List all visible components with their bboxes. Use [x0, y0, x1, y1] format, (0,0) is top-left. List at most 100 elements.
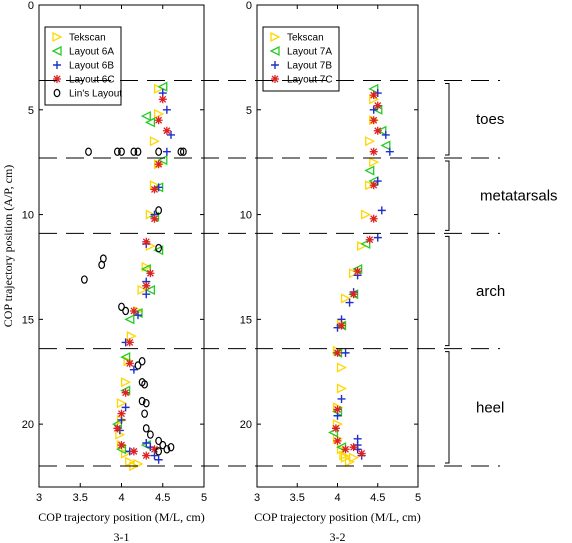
data-point: [142, 281, 151, 290]
data-point: [373, 177, 382, 186]
data-point: [377, 206, 386, 215]
data-point: [149, 136, 160, 147]
series-tekscan: [332, 94, 380, 467]
data-point: [365, 235, 374, 244]
data-point: [129, 447, 138, 456]
data-point: [368, 83, 379, 94]
series-layout-7a: [328, 83, 391, 453]
data-point: [124, 314, 135, 325]
data-point: [142, 290, 151, 299]
data-point: [179, 147, 187, 156]
data-point: [125, 338, 134, 347]
data-point: [365, 180, 376, 191]
legend-marker: [52, 31, 63, 43]
data-point: [133, 458, 144, 469]
data-point: [369, 214, 378, 223]
data-point: [163, 445, 171, 454]
data-point: [85, 147, 92, 156]
legend-marker: [269, 45, 280, 57]
y-tick-label: 0: [28, 0, 34, 12]
panel-3-1: 3 3.5 4 4.5 5 0 5 10 15 20 COP trajectory position…: [1, 0, 207, 543]
data-point: [357, 449, 366, 458]
data-point: [333, 348, 342, 357]
legend-label: Tekscan: [69, 33, 106, 44]
data-point: [155, 147, 163, 156]
data-point: [385, 147, 394, 156]
data-point: [122, 306, 130, 316]
data-point: [336, 362, 347, 373]
data-point: [125, 359, 134, 368]
y-tick-label: 15: [22, 314, 34, 326]
series-layout-7c: [331, 91, 382, 458]
region-label-toes: toes: [476, 111, 504, 128]
x-tick-label: 4.5: [155, 492, 170, 504]
data-point: [141, 409, 149, 418]
data-point: [369, 105, 378, 114]
region-label-metatarsals: metatarsals: [480, 188, 558, 205]
data-point: [380, 140, 391, 151]
legend-label: Layout 6A: [69, 47, 114, 58]
data-point: [336, 383, 347, 394]
x-tick-label: 5: [201, 492, 207, 504]
data-point: [167, 442, 175, 452]
data-point: [118, 302, 125, 311]
data-point: [376, 125, 387, 136]
x-tick-label: 3.5: [73, 492, 88, 504]
data-point: [140, 111, 151, 122]
region-bracket: [445, 160, 450, 231]
x-tick-label: 3: [254, 492, 260, 504]
data-point: [364, 165, 375, 176]
data-point: [369, 157, 380, 168]
data-point: [120, 377, 132, 388]
data-point: [162, 147, 171, 156]
data-point: [336, 444, 347, 455]
data-point: [373, 233, 382, 242]
legend-marker: [53, 88, 61, 98]
data-point: [159, 440, 167, 450]
data-point: [153, 108, 165, 120]
data-point: [150, 185, 159, 194]
data-point: [162, 105, 171, 114]
y-tick-label: 10: [240, 210, 252, 222]
region-bracket: [445, 235, 450, 347]
data-point: [113, 424, 122, 433]
data-point: [373, 126, 382, 135]
legend-marker: [53, 75, 61, 83]
data-point: [142, 237, 151, 246]
data-point: [129, 306, 138, 315]
data-point: [360, 238, 371, 249]
legend-marker: [271, 61, 279, 69]
data-point: [369, 147, 378, 156]
legend-label: Layout 7A: [287, 47, 332, 58]
region-bracket: [445, 351, 450, 464]
y-tick-label: 10: [22, 210, 34, 222]
y-tick-label: 0: [246, 0, 252, 12]
region-label-arch: arch: [476, 283, 505, 300]
region-annotations: toes metatarsals arch heel: [445, 82, 558, 464]
data-point: [348, 452, 360, 463]
data-point: [339, 450, 350, 461]
data-point: [146, 430, 154, 439]
data-point: [341, 445, 350, 454]
data-point: [118, 147, 125, 156]
legend-marker: [271, 75, 279, 83]
data-point: [144, 284, 156, 296]
data-point: [142, 424, 150, 433]
data-point: [117, 441, 126, 450]
data-point: [117, 409, 126, 418]
legend-marker: [53, 61, 61, 69]
data-point: [130, 147, 138, 156]
data-point: [167, 130, 175, 139]
series-layout-6c: [113, 95, 171, 460]
data-point: [361, 209, 372, 220]
x-tick-label: 3.5: [290, 492, 305, 504]
panel-label: 3-2: [330, 530, 346, 543]
data-point: [121, 403, 130, 412]
data-point: [369, 91, 378, 100]
x-tick-label: 5: [415, 492, 421, 504]
data-point: [155, 243, 163, 253]
data-point: [337, 321, 346, 330]
data-point: [162, 126, 171, 135]
